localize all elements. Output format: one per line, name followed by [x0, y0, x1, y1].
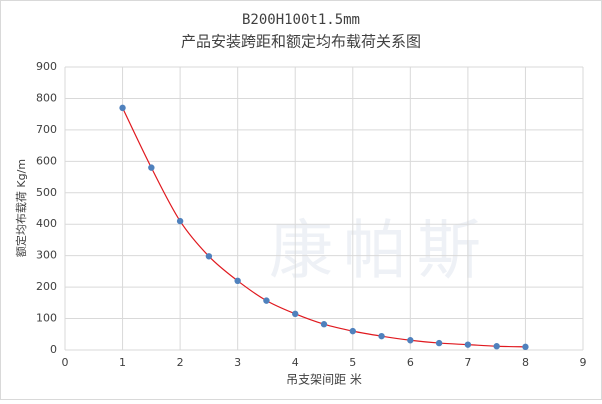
data-point — [435, 339, 443, 347]
x-tick-label: 3 — [234, 356, 241, 369]
x-tick-label: 6 — [407, 356, 414, 369]
data-point — [378, 332, 385, 340]
y-tick-label: 400 — [36, 217, 57, 230]
x-tick-label: 5 — [349, 356, 356, 369]
data-point — [176, 217, 184, 225]
y-tick-label: 900 — [36, 60, 57, 73]
x-axis-label: 吊支架间距 米 — [286, 373, 362, 387]
x-tick-label: 2 — [177, 356, 184, 369]
y-tick-label: 300 — [36, 249, 57, 262]
x-tick-label: 1 — [119, 356, 126, 369]
y-tick-label: 600 — [36, 154, 57, 167]
chart-title: B200H100t1.5mm — [242, 12, 360, 28]
y-tick-label: 500 — [36, 186, 57, 199]
x-tick-label: 7 — [464, 356, 471, 369]
data-point — [522, 343, 529, 351]
y-tick-label: 200 — [36, 280, 57, 293]
data-point — [320, 321, 328, 328]
data-point — [292, 310, 299, 318]
x-tick-label: 4 — [292, 356, 299, 369]
data-point — [263, 297, 270, 304]
y-axis-label: 额定均布载荷 Kg/m — [14, 159, 28, 257]
data-point — [407, 337, 414, 344]
y-tick-label: 800 — [36, 91, 57, 104]
data-point — [464, 341, 472, 348]
y-tick-label: 0 — [50, 343, 57, 356]
data-point — [349, 327, 356, 335]
data-point — [119, 104, 126, 112]
y-tick-label: 100 — [36, 312, 57, 325]
data-point — [205, 253, 213, 260]
y-tick-label: 700 — [36, 123, 57, 136]
chart-subtitle: 产品安装跨距和额定均布载荷关系图 — [181, 33, 421, 51]
data-point — [234, 277, 241, 285]
x-tick-label: 9 — [580, 356, 587, 369]
watermark: 康帕斯 — [269, 215, 491, 289]
x-tick-label: 8 — [522, 356, 529, 369]
data-point — [148, 164, 155, 171]
data-point — [493, 343, 500, 350]
x-tick-label: 0 — [62, 356, 69, 369]
